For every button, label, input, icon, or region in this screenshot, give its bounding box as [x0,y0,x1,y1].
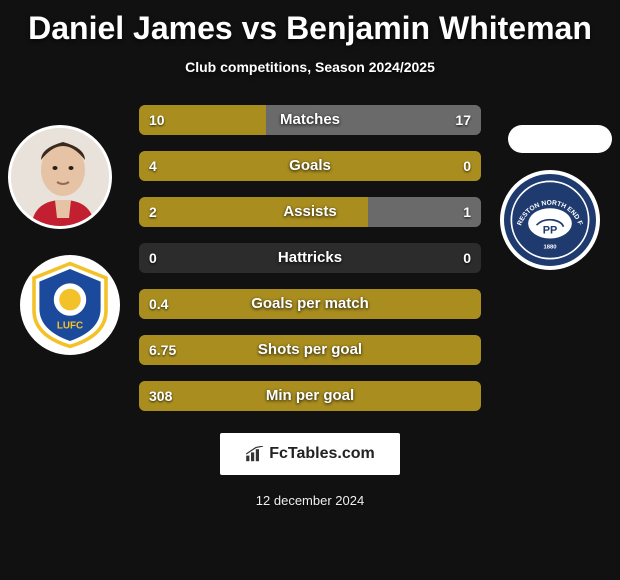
stat-label: Goals per match [139,289,481,319]
stat-row: 00Hattricks [139,243,481,273]
stat-row: 0.4Goals per match [139,289,481,319]
club-badge-right: PRESTON NORTH END FC PP 1880 [500,170,600,270]
comparison-panel: LUFC PRESTON NORTH END FC PP 1880 1017Ma… [0,105,620,411]
player-right-avatar [508,125,612,153]
club-badge-left: LUFC [20,255,120,355]
stat-label: Min per goal [139,381,481,411]
svg-text:1880: 1880 [543,245,557,251]
date-text: 12 december 2024 [0,493,620,508]
stat-row: 1017Matches [139,105,481,135]
subtitle: Club competitions, Season 2024/2025 [0,59,620,75]
brand-text: FcTables.com [269,445,375,463]
stat-label: Matches [139,105,481,135]
svg-text:PP: PP [543,224,558,236]
svg-text:LUFC: LUFC [57,320,83,331]
player-left-avatar [8,125,112,229]
stat-label: Hattricks [139,243,481,273]
player-photo-right-blank [508,125,612,153]
stat-bars: 1017Matches 40Goals 21Assists 00Hattricks 0.… [139,105,481,411]
page-title: Daniel James vs Benjamin Whiteman [0,0,620,47]
stat-label: Shots per goal [139,335,481,365]
chart-icon [245,446,265,462]
stat-row: 308Min per goal [139,381,481,411]
stat-row: 21Assists [139,197,481,227]
stat-row: 6.75Shots per goal [139,335,481,365]
brand-badge[interactable]: FcTables.com [220,433,400,475]
stat-label: Assists [139,197,481,227]
stat-label: Goals [139,151,481,181]
player-photo-left [8,125,112,229]
stat-row: 40Goals [139,151,481,181]
